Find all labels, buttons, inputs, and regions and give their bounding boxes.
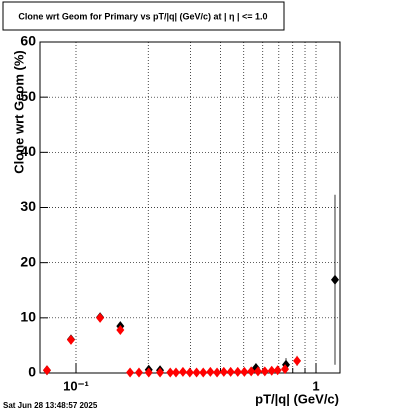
marker: [166, 367, 175, 378]
marker: [240, 366, 249, 377]
marker: [330, 274, 339, 285]
marker: [219, 366, 228, 377]
marker: [66, 334, 75, 345]
y-tick-label: 10: [20, 309, 36, 325]
marker: [226, 366, 235, 377]
marker: [206, 366, 215, 377]
y-tick-label: 20: [20, 253, 36, 269]
marker: [247, 366, 256, 377]
marker: [185, 367, 194, 378]
y-tick-label: 0: [28, 364, 36, 380]
marker: [156, 367, 165, 378]
marker: [293, 355, 302, 366]
marker: [126, 367, 135, 378]
marker: [199, 367, 208, 378]
y-tick-label: 50: [20, 88, 36, 104]
title-box: [2, 1, 285, 31]
chart-title: Clone wrt Geom for Primary vs pT/|q| (Ge…: [18, 11, 267, 21]
marker: [134, 367, 143, 378]
x-tick-label: 1: [312, 378, 319, 393]
y-tick-label: 40: [20, 143, 36, 159]
marker: [144, 367, 153, 378]
marker: [116, 324, 125, 335]
x-axis-label: pT/|q| (GeV/c): [255, 391, 339, 406]
timestamp: Sat Jun 28 13:48:57 2025: [3, 401, 98, 410]
y-axis-label: Clone wrt Geom (%): [11, 50, 26, 174]
marker: [253, 366, 262, 377]
marker: [171, 367, 180, 378]
y-tick-label: 30: [20, 198, 36, 214]
marker: [233, 366, 242, 377]
marker: [192, 367, 201, 378]
marker: [213, 367, 222, 378]
marker: [260, 366, 269, 377]
marker: [42, 365, 51, 376]
marker: [281, 364, 290, 375]
x-tick-label: 10⁻¹: [63, 378, 89, 393]
marker: [273, 365, 282, 376]
marker: [267, 365, 276, 376]
y-tick-label: 60: [20, 33, 36, 49]
marker: [178, 366, 187, 377]
marker: [96, 312, 105, 323]
